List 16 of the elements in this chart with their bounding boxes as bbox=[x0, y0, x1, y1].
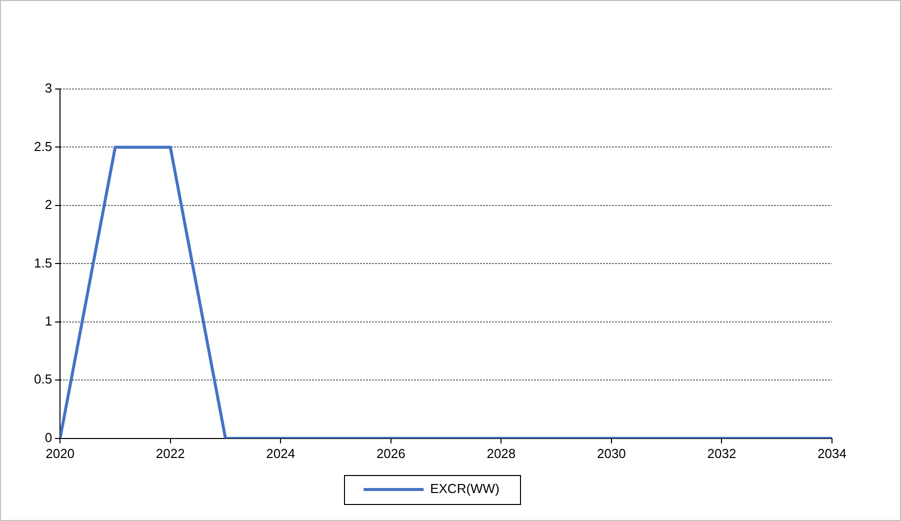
x-tick-label: 2034 bbox=[818, 446, 846, 461]
x-tick-label: 2024 bbox=[266, 446, 296, 461]
x-tick-label: 2030 bbox=[596, 446, 626, 461]
y-tick-label: 0 bbox=[44, 430, 52, 445]
y-tick-label: 1 bbox=[44, 314, 52, 329]
y-tick-label: 0.5 bbox=[34, 372, 52, 387]
x-tick-label: 2028 bbox=[486, 446, 516, 461]
x-tick-label: 2022 bbox=[156, 446, 185, 461]
y-tick-label: 3 bbox=[44, 80, 52, 96]
x-tick-label: 2026 bbox=[376, 446, 406, 461]
x-tick-label: 2020 bbox=[46, 446, 75, 461]
y-tick-label: 1.5 bbox=[34, 255, 52, 270]
y-tick-label: 2.5 bbox=[34, 138, 52, 154]
y-tick-label: 2 bbox=[44, 197, 52, 212]
legend-label: EXCR(WW) bbox=[430, 481, 500, 496]
x-tick-label: 2032 bbox=[707, 446, 736, 461]
